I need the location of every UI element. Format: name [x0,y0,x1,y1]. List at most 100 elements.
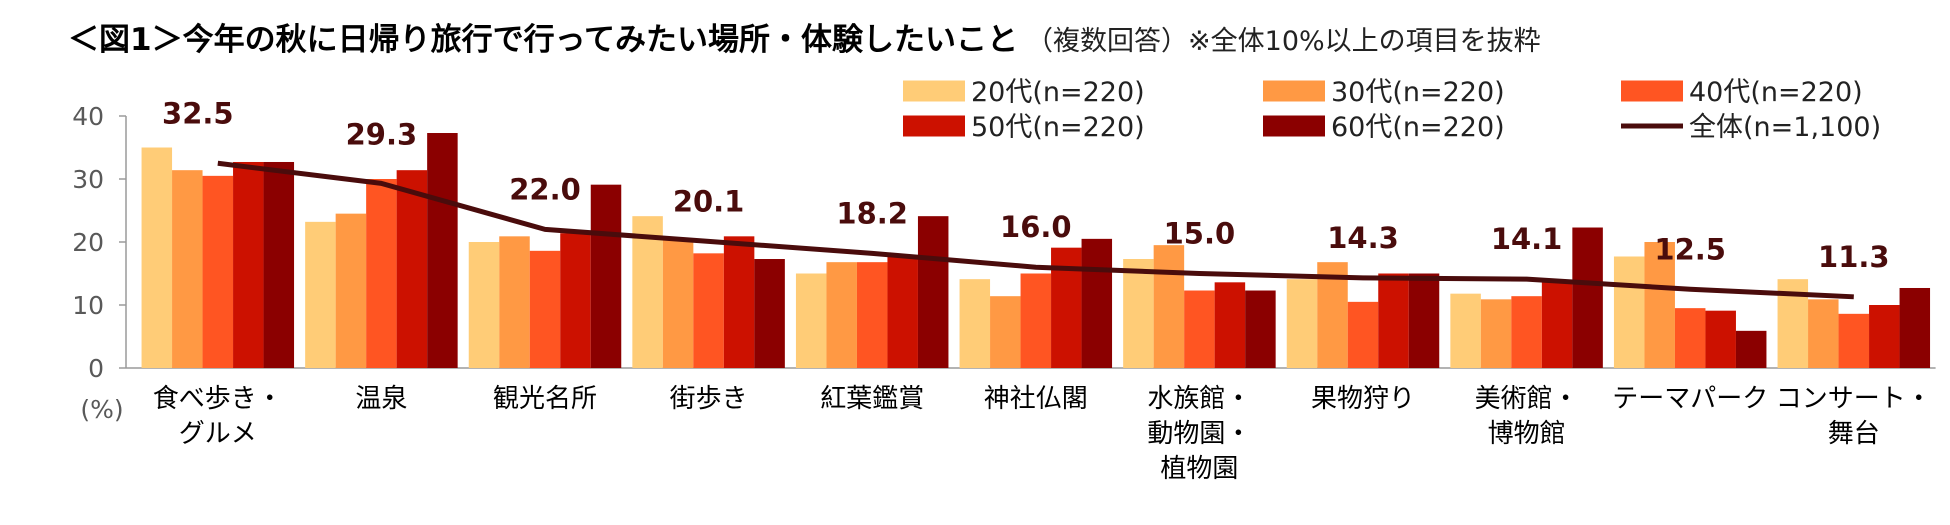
bar [172,170,203,368]
bar [1572,227,1603,368]
bar [887,256,918,368]
overall-series-line [217,160,1854,300]
bars [141,133,1931,368]
data-label: 12.5 [1654,232,1726,266]
bar [754,259,785,368]
bar [1735,330,1767,368]
bar [1286,279,1318,368]
category-label: 街歩き [670,384,748,414]
y-tick-label: 30 [72,165,104,194]
category-label: 食べ歩き・ [153,384,283,414]
bar [1705,310,1736,368]
bar [1808,299,1839,368]
bar [693,253,724,368]
bar [263,161,295,368]
bar [529,250,561,368]
bar [1511,296,1542,368]
data-label: 11.3 [1818,240,1890,274]
category-label: 神社仏閣 [984,384,1088,414]
chart-title: ＜図1＞今年の秋に日帰り旅行で行ってみたい場所・体験したいこと [68,22,1019,58]
legend-label: 30代(n=220) [1331,77,1505,108]
category-label: コンサート・ [1776,384,1932,414]
category-label: 果物狩り [1311,384,1415,414]
overall-line [217,160,1854,300]
y-tick-label: 0 [88,354,104,383]
bar [959,279,991,368]
legend-swatch [903,115,965,137]
bar [1378,273,1409,368]
bar [1869,305,1900,368]
bar [1020,273,1052,368]
bar [826,262,857,368]
data-label: 16.0 [1000,210,1072,244]
category-label: グルメ [179,419,257,449]
category-label: 植物園 [1160,454,1238,484]
bar [1541,282,1573,368]
y-tick-label: 10 [72,291,104,320]
bar [723,236,755,368]
legend: 20代(n=220) 30代(n=220) 40代(n=220) 50代(n=220)… [903,77,1881,143]
data-label: 18.2 [836,196,908,230]
bar [1214,282,1246,368]
bar [335,213,367,368]
legend-label: 全体(n=1,100) [1689,112,1881,143]
axes: 0 10 20 30 40 (%) [72,102,1936,424]
data-label: 29.3 [346,117,418,151]
bar [1347,301,1379,368]
bar [1408,273,1440,368]
bar [1480,299,1512,368]
bar [1081,238,1113,368]
bar [1450,293,1481,368]
bar [990,296,1021,368]
category-label: 博物館 [1488,419,1566,449]
chart-title-block: ＜図1＞今年の秋に日帰り旅行で行ってみたい場所・体験したいこと （複数回答）※全体… [68,14,1541,59]
bar [396,170,428,368]
bar [202,175,234,368]
category-label: 動物園・ [1147,419,1251,449]
category-labels: 食べ歩き・グルメ 温泉 観光名所 街歩き 紅葉鑑賞 神社仏閣 水族館・動物園・植物園 果物狩り… [153,384,1932,484]
bar [1245,290,1276,368]
data-label: 32.5 [162,96,234,130]
bar [590,184,622,368]
bar [233,161,264,368]
category-label: 観光名所 [493,384,597,414]
bar [1674,308,1706,368]
bar [662,238,694,368]
bar [499,236,530,368]
bar [427,133,458,368]
category-label: 水族館・ [1147,384,1251,414]
data-label: 14.3 [1327,221,1399,255]
category-label: 温泉 [355,384,407,414]
bar [141,147,173,368]
legend-label: 50代(n=220) [971,112,1145,143]
bar [1644,242,1675,368]
bar [1613,256,1645,368]
bar [1899,287,1931,368]
legend-label: 60代(n=220) [1331,112,1505,143]
bar [856,262,888,368]
y-tick-label: 40 [72,102,104,131]
bar [795,273,827,368]
category-label: 紅葉鑑賞 [820,384,924,414]
bar [917,216,949,368]
bar [632,216,663,368]
legend-label: 40代(n=220) [1689,77,1863,108]
data-label: 14.1 [1491,222,1563,256]
bar [1153,245,1185,368]
value-labels: 32.5 29.3 22.0 20.1 18.2 16.0 15.0 14.3 14.1 12.5… [162,96,1890,274]
legend-swatch [1621,80,1683,102]
chart-subtitle: （複数回答）※全体10%以上の項目を抜粋 [1026,26,1541,57]
data-label: 20.1 [673,184,745,218]
bar [1123,259,1154,368]
bar [1184,290,1215,368]
legend-swatch [1263,115,1325,137]
bar [366,179,397,368]
category-label: 美術館・ [1475,384,1579,414]
y-tick-label: 20 [72,228,104,257]
category-label: テーマパーク [1612,384,1768,414]
bar [468,242,500,368]
bar [305,221,336,368]
bar [1838,313,1870,368]
y-axis-unit: (%) [80,395,123,424]
